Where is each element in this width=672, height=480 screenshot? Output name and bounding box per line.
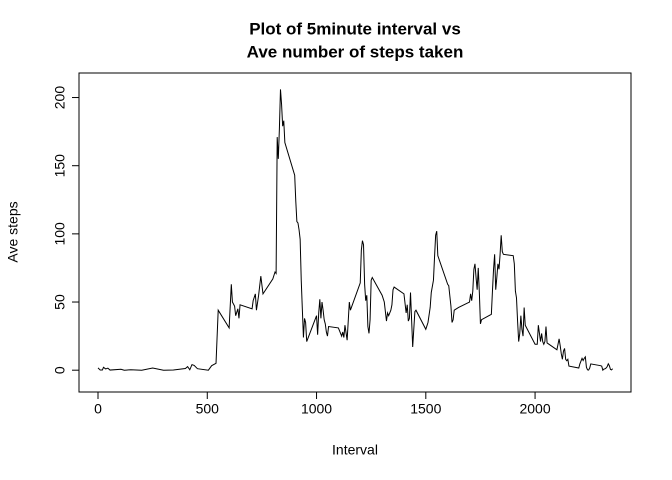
y-tick-label: 200: [52, 86, 68, 110]
x-tick-label: 1500: [410, 401, 441, 417]
x-axis-label: Interval: [332, 442, 378, 458]
plot-box: [78, 72, 632, 393]
y-tick-label: 100: [52, 222, 68, 246]
chart-title: Plot of 5minute interval vs: [249, 19, 461, 38]
x-tick-label: 2000: [519, 401, 550, 417]
y-axis-label: Ave steps: [5, 201, 21, 262]
chart-title: Ave number of steps taken: [247, 42, 464, 61]
line: [97, 89, 614, 372]
x-tick-label: 500: [196, 401, 220, 417]
x-tick-label: 0: [94, 401, 102, 417]
x-tick-label: 1000: [301, 401, 332, 417]
y-tick-label: 50: [52, 294, 68, 310]
y-tick-label: 0: [52, 366, 68, 374]
y-tick-label: 150: [52, 154, 68, 178]
